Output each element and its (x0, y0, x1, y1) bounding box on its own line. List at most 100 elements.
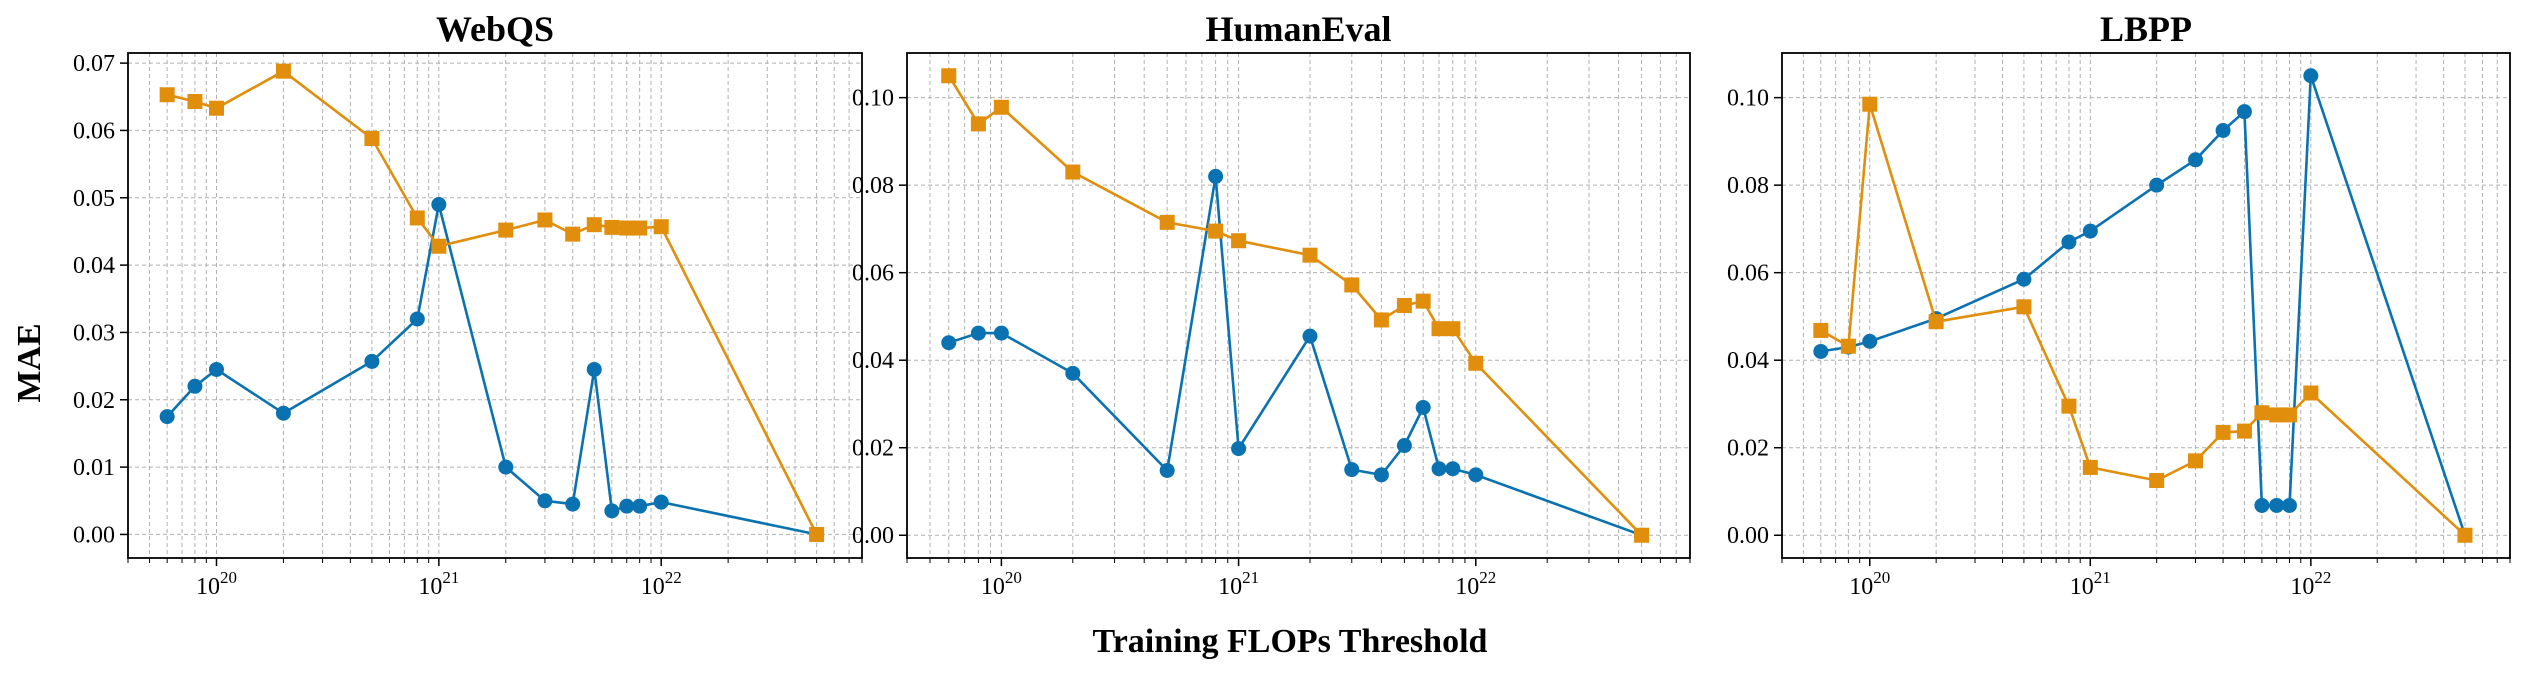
y-tick-label: 0.08 (852, 173, 894, 199)
data-point (159, 87, 175, 103)
data-point (2281, 407, 2297, 423)
data-point (2303, 385, 2319, 401)
y-tick-label: 0.01 (73, 455, 115, 481)
data-point (1231, 441, 1247, 457)
data-point (1208, 223, 1224, 239)
y-tick-label: 0.00 (852, 523, 894, 549)
data-point (1344, 277, 1360, 293)
x-tick-label: 1022 (641, 568, 682, 600)
x-tick-label: 1021 (1218, 568, 1259, 600)
series-line-1 (166, 69, 818, 535)
y-tick-label: 0.04 (73, 253, 115, 279)
data-point (208, 100, 224, 116)
data-point (409, 210, 425, 226)
data-point (2236, 104, 2252, 120)
x-tick-label: 1021 (418, 568, 459, 600)
series-line-1 (1820, 102, 2466, 537)
data-point (1431, 321, 1447, 337)
data-point (2016, 271, 2032, 287)
data-point (653, 494, 669, 510)
data-point (619, 498, 635, 514)
data-point (1065, 365, 1081, 381)
plot-frame (127, 52, 863, 559)
y-tick-label: 0.10 (1727, 86, 1769, 112)
series-line-0 (1820, 74, 2467, 536)
data-point (1468, 467, 1484, 483)
data-point (1928, 314, 1944, 330)
data-point (2236, 423, 2252, 439)
data-point (1634, 527, 1650, 543)
data-point (2457, 527, 2473, 543)
y-tick-label: 0.02 (73, 388, 115, 414)
data-point (1302, 247, 1318, 263)
data-point (1396, 438, 1412, 454)
y-tick-label: 0.00 (1727, 523, 1769, 549)
data-point (1159, 214, 1175, 230)
y-tick-label: 0.04 (852, 348, 894, 374)
data-point (970, 116, 986, 132)
data-point (364, 353, 380, 369)
data-point (431, 238, 447, 254)
data-point (1396, 298, 1412, 313)
data-point (498, 459, 514, 475)
data-point (2215, 424, 2231, 440)
data-point (1373, 312, 1389, 328)
data-point (1840, 338, 1856, 354)
data-point (2269, 407, 2285, 423)
data-point (2061, 234, 2077, 250)
data-point (275, 405, 291, 421)
data-point (2303, 68, 2319, 84)
data-point (565, 496, 581, 512)
chart-panel-0: 0.00 0.01 0.02 0.03 0.04 0.05 0.06 0.07 1020 1021… (73, 9, 863, 600)
data-point (993, 99, 1009, 115)
data-point (2281, 497, 2297, 513)
data-point (537, 212, 553, 228)
data-point (2149, 177, 2165, 193)
data-point (409, 311, 425, 327)
data-point (586, 361, 602, 377)
data-point (208, 361, 224, 377)
data-point (498, 222, 514, 238)
data-point (1302, 328, 1318, 344)
x-tick-label: 1020 (1849, 568, 1890, 600)
data-point (1159, 462, 1175, 478)
y-axis-label: MAE (11, 323, 48, 402)
data-point (1415, 399, 1431, 415)
y-tick-label: 0.04 (1727, 348, 1769, 374)
x-tick-label: 1021 (2070, 568, 2111, 600)
data-point (2188, 453, 2204, 469)
data-point (2254, 405, 2270, 421)
x-tick-label: 1020 (196, 568, 237, 600)
data-point (653, 219, 669, 235)
y-tick-label: 0.06 (1727, 261, 1769, 287)
data-point (809, 526, 825, 542)
x-tick-label: 1022 (2290, 568, 2331, 600)
data-point (2254, 497, 2270, 513)
data-point (565, 226, 581, 242)
series-line-1 (947, 75, 1643, 537)
panel-title: WebQS (436, 9, 554, 49)
series-line-0 (948, 175, 1643, 537)
data-point (1445, 461, 1461, 477)
data-point (2215, 122, 2231, 138)
data-point (993, 325, 1009, 341)
data-point (431, 197, 447, 212)
data-point (1468, 355, 1484, 371)
series-line-0 (166, 203, 817, 536)
data-point (159, 409, 175, 425)
data-point (632, 220, 648, 236)
data-point (1231, 233, 1247, 249)
data-point (2269, 497, 2285, 513)
data-point (1813, 343, 1829, 359)
data-point (2149, 473, 2165, 489)
panel-title: LBPP (2100, 9, 2192, 49)
data-point (1065, 164, 1081, 180)
chart-panel-1: 0.00 0.02 0.04 0.06 0.08 0.10 1020 1021 1022 Huma… (852, 9, 1691, 600)
data-point (941, 335, 957, 351)
y-tick-label: 0.02 (1727, 436, 1769, 462)
data-point (941, 68, 957, 84)
data-point (187, 93, 203, 109)
plot-frame (1781, 52, 2511, 559)
data-point (1445, 321, 1461, 337)
